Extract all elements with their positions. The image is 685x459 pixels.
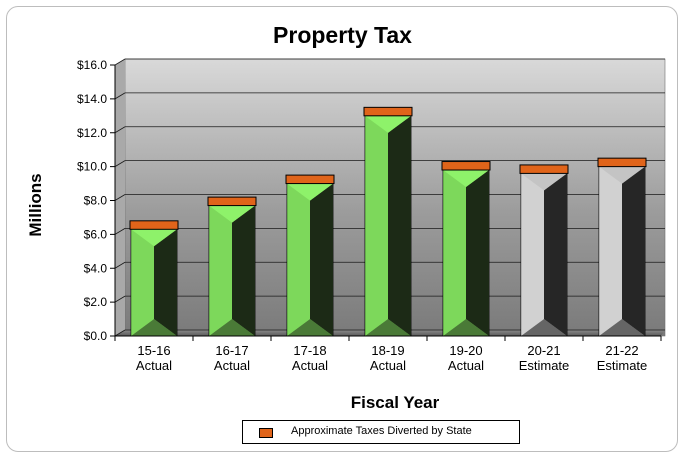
x-tick-label: 21-22 [605, 343, 638, 358]
bar-shade-left [365, 115, 388, 336]
bar-group [363, 106, 413, 337]
chart-title: Property Tax [273, 22, 412, 48]
x-tick-label: Actual [370, 358, 406, 373]
gridline-depth [114, 194, 126, 201]
legend: Approximate Taxes Diverted by State [242, 420, 520, 444]
y-tick-label: $14.0 [77, 92, 107, 106]
bar-shade-top [131, 229, 177, 247]
bar-shade-left [443, 170, 466, 336]
bar-shade-left [131, 229, 154, 336]
x-tick-label: 16-17 [215, 343, 248, 358]
y-tick-label: $0.0 [84, 329, 108, 343]
y-tick-label: $12.0 [77, 126, 107, 140]
gridline-depth [114, 92, 126, 100]
bar-group [285, 174, 335, 337]
bar-shade-left [521, 173, 544, 336]
bar-shade-top [521, 173, 567, 191]
x-tick-label: 19-20 [449, 343, 482, 358]
y-tick-label: $16.0 [77, 58, 107, 72]
bar-group [597, 157, 647, 337]
bar-group [519, 164, 569, 337]
x-tick-label: Estimate [597, 358, 648, 373]
bar-shade-left [287, 183, 310, 336]
x-tick-label: Actual [448, 358, 484, 373]
x-tick-label: 20-21 [527, 343, 560, 358]
x-tick-label: 18-19 [371, 343, 404, 358]
bar-group [207, 196, 257, 337]
bar-diverted [129, 220, 179, 230]
y-tick-label: $8.0 [84, 194, 108, 208]
bar-shade-left [599, 166, 622, 336]
x-tick-label: Actual [292, 358, 328, 373]
bar-shade-bottom [131, 319, 177, 336]
x-tick-label: 15-16 [137, 343, 170, 358]
x-tick-label: Actual [214, 358, 250, 373]
bar-group [441, 161, 491, 337]
bar-diverted [207, 196, 257, 207]
bar-diverted [441, 161, 491, 171]
bar-shade-bottom [443, 319, 489, 336]
bar-shade-top [287, 183, 333, 201]
bar-shade-bottom [365, 319, 411, 336]
bar-shade-bottom [521, 319, 567, 336]
bar-group [129, 220, 179, 337]
gridline-depth [114, 295, 126, 303]
x-tick-label: Estimate [519, 358, 570, 373]
bar-diverted [519, 164, 569, 174]
legend-swatch-diverted [259, 428, 273, 438]
bar-shade-bottom [287, 319, 333, 336]
x-axis-label: Fiscal Year [350, 393, 440, 412]
bar-diverted [597, 157, 647, 168]
bar-shade-right [622, 166, 645, 336]
bar-shade-right [388, 115, 411, 336]
bar-diverted [363, 106, 413, 117]
gridline-depth [114, 126, 126, 134]
bar-shade-top [443, 170, 489, 188]
gridline-depth [114, 329, 126, 337]
bar-shade-bottom [209, 319, 255, 336]
bar-shade-right [544, 173, 567, 336]
gridline-depth [114, 228, 126, 235]
bar-shade-bottom [599, 319, 645, 336]
y-tick-label: $2.0 [84, 295, 108, 309]
legend-label-diverted: Approximate Taxes Diverted by State [291, 425, 472, 437]
bar-shade-top [209, 205, 255, 223]
gridline-depth [114, 58, 126, 66]
y-tick-label: $4.0 [84, 261, 108, 275]
bar-shade-top [365, 115, 411, 133]
gridline-depth [114, 261, 126, 269]
x-tick-label: 17-18 [293, 343, 326, 358]
gridline-depth [114, 160, 126, 167]
bar-shade-top [599, 166, 645, 184]
y-tick-label: $10.0 [77, 160, 107, 174]
bar-shade-right [154, 229, 177, 336]
bar-shade-left [209, 205, 232, 336]
bar-shade-right [310, 183, 333, 336]
bar-shade-right [232, 205, 255, 336]
bar-diverted [285, 174, 335, 185]
x-tick-label: Actual [136, 358, 172, 373]
y-tick-label: $6.0 [84, 227, 108, 241]
bar-shade-right [466, 170, 489, 336]
